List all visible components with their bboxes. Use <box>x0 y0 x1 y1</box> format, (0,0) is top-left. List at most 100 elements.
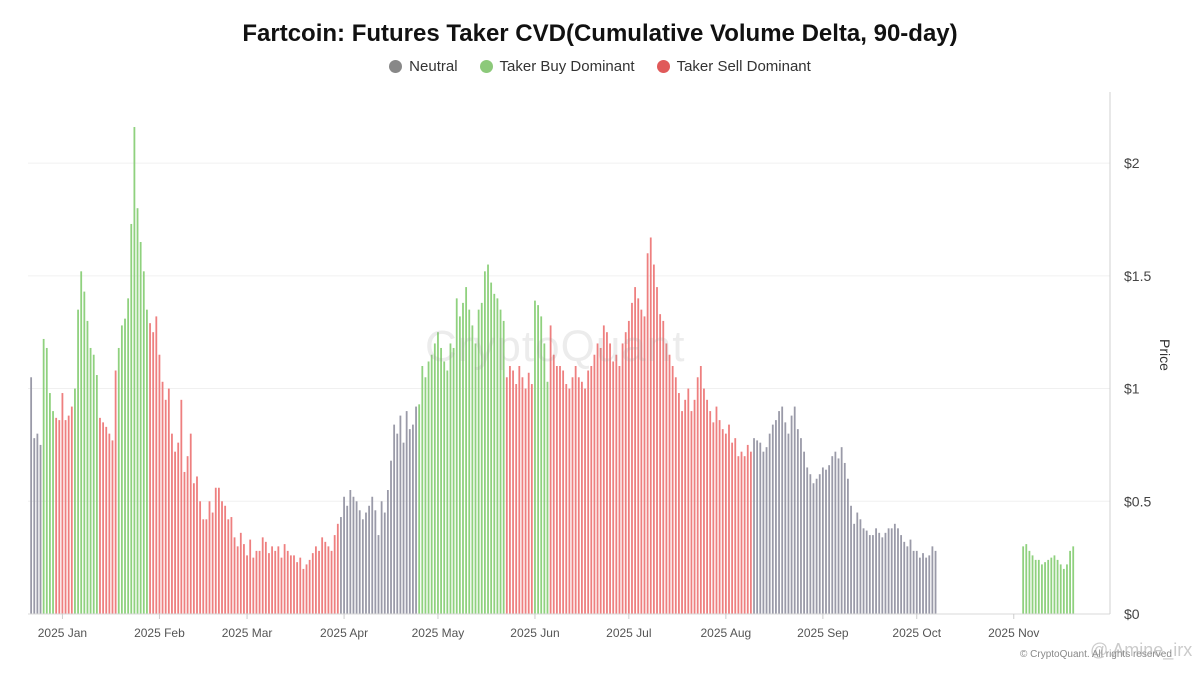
legend-item-buy[interactable]: Taker Buy Dominant <box>479 58 635 75</box>
bar-sell <box>712 422 715 614</box>
bar-neutral <box>775 420 777 614</box>
bar-buy <box>133 127 136 615</box>
bar-buy <box>92 354 95 614</box>
bar-neutral <box>925 557 928 614</box>
bar-buy <box>1062 568 1065 614</box>
bar-buy <box>146 309 148 614</box>
bar-buy <box>468 309 471 614</box>
bar-neutral <box>825 469 827 614</box>
bar-sell <box>584 388 586 614</box>
bar-sell <box>665 343 668 614</box>
bar-neutral <box>828 465 831 614</box>
bar-buy <box>1037 559 1040 614</box>
bar-neutral <box>865 530 868 614</box>
bar-buy <box>124 318 126 614</box>
bar-buy <box>424 377 427 614</box>
bar-neutral <box>872 535 874 614</box>
bar-sell <box>333 535 336 614</box>
bar-sell <box>167 388 170 614</box>
bar-buy <box>1053 555 1056 614</box>
bar-buy <box>42 338 45 614</box>
bar-sell <box>111 440 114 614</box>
bar-buy <box>421 366 424 614</box>
bar-neutral <box>909 539 912 614</box>
x-tick-label: 2025 Nov <box>988 626 1039 640</box>
bar-sell <box>749 451 752 614</box>
bar-sell <box>728 424 730 614</box>
bar-buy <box>1025 544 1028 614</box>
bar-neutral <box>340 517 342 614</box>
bar-neutral <box>781 406 784 614</box>
legend-label-neutral: Neutral <box>409 58 458 75</box>
bar-neutral <box>918 557 921 614</box>
legend-label-buy: Taker Buy Dominant <box>499 58 635 75</box>
bar-sell <box>180 399 183 614</box>
bar-neutral <box>349 490 352 614</box>
bar-neutral <box>374 510 377 614</box>
x-tick-label: 2025 Oct <box>892 626 941 640</box>
x-tick-label: 2025 Feb <box>134 626 185 640</box>
bar-buy <box>1056 559 1059 614</box>
bar-sell <box>221 501 223 614</box>
bar-sell <box>152 332 155 614</box>
bar-buy <box>462 302 464 614</box>
bar-sell <box>662 320 665 614</box>
bar-sell <box>315 546 317 614</box>
bar-neutral <box>934 550 937 614</box>
bar-sell <box>58 420 61 614</box>
legend-item-neutral[interactable]: Neutral <box>389 58 458 75</box>
bar-neutral <box>850 505 852 614</box>
bar-buy <box>452 347 455 614</box>
bar-sell <box>565 384 568 614</box>
bar-sell <box>305 564 308 614</box>
bar-neutral <box>371 496 374 614</box>
bar-neutral <box>884 532 887 614</box>
bar-sell <box>609 343 611 614</box>
bar-buy <box>534 300 536 614</box>
bar-sell <box>656 287 658 614</box>
bar-buy <box>77 309 79 614</box>
bar-neutral <box>778 411 780 614</box>
bar-sell <box>64 420 67 614</box>
bar-sell <box>643 316 646 614</box>
bar-sell <box>211 512 214 614</box>
legend-item-sell[interactable]: Taker Sell Dominant <box>656 58 811 75</box>
bar-neutral <box>831 456 834 614</box>
bar-sell <box>108 433 111 614</box>
bar-sell <box>230 517 233 614</box>
bar-sell <box>330 550 333 614</box>
bar-buy <box>45 347 48 614</box>
bar-neutral <box>36 433 39 614</box>
bar-sell <box>687 388 690 614</box>
bar-sell <box>527 372 530 614</box>
bar-neutral <box>396 433 399 614</box>
bar-sell <box>177 442 180 614</box>
bar-sell <box>174 451 176 614</box>
bar-buy <box>502 320 505 614</box>
bar-neutral <box>840 447 843 614</box>
bar-buy <box>418 404 421 614</box>
bar-sell <box>731 442 734 614</box>
bar-sell <box>574 366 577 614</box>
bar-neutral <box>853 523 856 614</box>
bar-neutral <box>796 429 799 614</box>
bar-neutral <box>862 528 865 614</box>
bar-sell <box>149 323 151 614</box>
bar-neutral <box>790 415 793 614</box>
bar-neutral <box>856 512 859 614</box>
bar-sell <box>681 411 683 614</box>
legend-dot-sell <box>656 60 670 73</box>
bar-sell <box>239 532 242 614</box>
bar-sell <box>246 555 248 614</box>
bar-sell <box>674 377 677 614</box>
axis-layer: $0 $0.5 $1 $1.5 $2 Price 2025 Jan 2025 Feb 2025 … <box>28 92 1173 640</box>
bar-sell <box>743 456 746 614</box>
bar-neutral <box>343 496 345 614</box>
bar-sell <box>659 314 662 614</box>
bar-sell <box>721 429 724 614</box>
bar-buy <box>430 354 433 614</box>
bar-sell <box>684 399 687 614</box>
bar-neutral <box>893 523 896 614</box>
bar-sell <box>559 366 561 614</box>
bar-neutral <box>352 496 355 614</box>
